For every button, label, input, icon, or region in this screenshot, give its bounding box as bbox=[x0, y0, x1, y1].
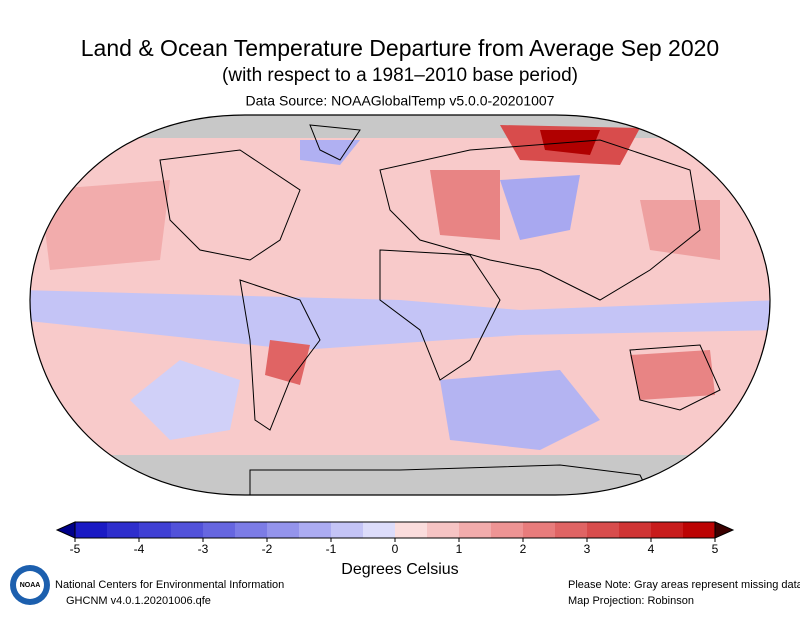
colorbar-label: Degrees Celsius bbox=[341, 561, 458, 578]
logo-text: NOAA bbox=[20, 582, 41, 589]
color-segment bbox=[139, 522, 172, 538]
color-segment bbox=[171, 522, 204, 538]
tick-label: 5 bbox=[712, 542, 719, 556]
color-segment bbox=[587, 522, 620, 538]
color-segment bbox=[395, 522, 428, 538]
note: Please Note: Gray areas represent missin… bbox=[568, 579, 800, 591]
color-segment bbox=[523, 522, 556, 538]
subtitle: (with respect to a 1981–2010 base period… bbox=[222, 65, 578, 86]
map bbox=[30, 115, 770, 495]
color-segment bbox=[619, 522, 652, 538]
logo-inner bbox=[16, 571, 44, 599]
tick-label: 0 bbox=[392, 542, 399, 556]
over-triangle bbox=[714, 521, 735, 539]
color-segment bbox=[491, 522, 524, 538]
projection: Map Projection: Robinson bbox=[568, 595, 694, 607]
tick-label: 2 bbox=[520, 542, 527, 556]
color-segment bbox=[107, 522, 140, 538]
color-segment bbox=[459, 522, 492, 538]
color-segment bbox=[555, 522, 588, 538]
color-segment bbox=[75, 522, 108, 538]
tick-label: -5 bbox=[70, 542, 81, 556]
under-triangle bbox=[55, 521, 76, 539]
color-segment bbox=[683, 522, 716, 538]
title: Land & Ocean Temperature Departure from … bbox=[81, 35, 719, 61]
tick-label: 1 bbox=[456, 542, 463, 556]
tick-label: -1 bbox=[326, 542, 337, 556]
org: National Centers for Environmental Infor… bbox=[55, 579, 284, 591]
color-segment bbox=[427, 522, 460, 538]
color-segment bbox=[267, 522, 300, 538]
color-segment bbox=[299, 522, 332, 538]
tick-label: -4 bbox=[134, 542, 145, 556]
tick-label: 4 bbox=[648, 542, 655, 556]
tick-label: -3 bbox=[198, 542, 209, 556]
color-segment bbox=[331, 522, 364, 538]
color-segment bbox=[363, 522, 396, 538]
map-outline bbox=[29, 114, 771, 496]
data-source: Data Source: NOAAGlobalTemp v5.0.0-20201… bbox=[246, 93, 555, 109]
version: GHCNM v4.0.1.20201006.qfe bbox=[66, 595, 211, 607]
color-segment bbox=[203, 522, 236, 538]
colorbar: -5 -4 -3 -2 -1 0 1 2 3 4 5 bbox=[55, 521, 735, 556]
color-segment bbox=[651, 522, 684, 538]
tick-label: -2 bbox=[262, 542, 273, 556]
color-segment bbox=[235, 522, 268, 538]
tick-label: 3 bbox=[584, 542, 591, 556]
